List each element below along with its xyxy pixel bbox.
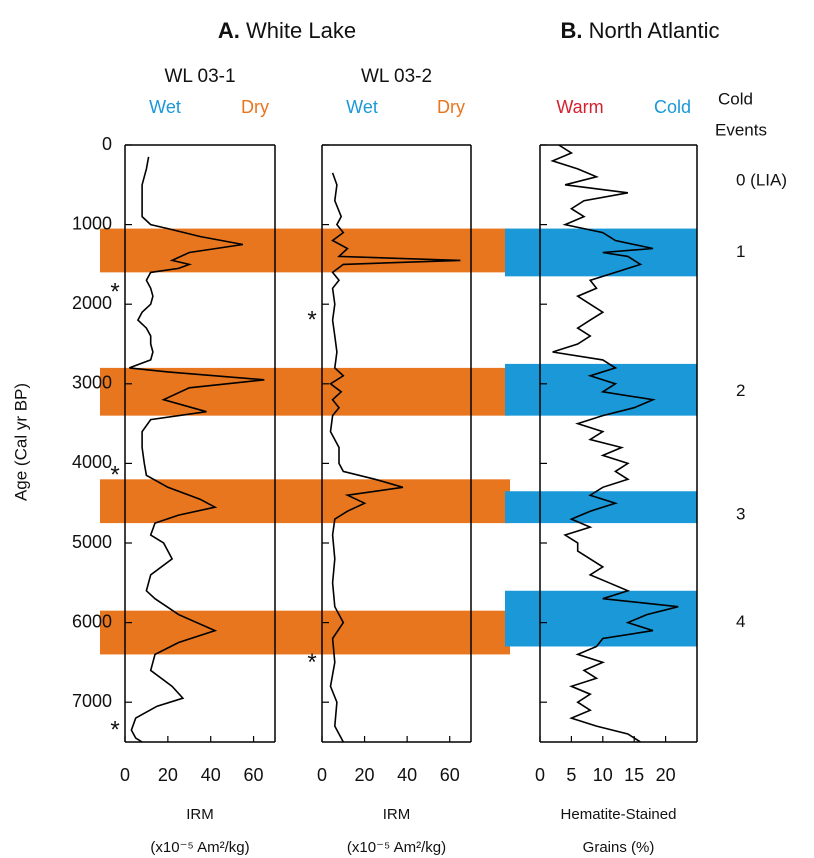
date-marker: * xyxy=(110,279,119,306)
left-label: Wet xyxy=(346,97,378,117)
y-tick-label: 2000 xyxy=(72,293,112,313)
x-axis-label: IRM xyxy=(383,806,411,823)
left-label: Wet xyxy=(149,97,181,117)
event-band xyxy=(100,610,510,655)
x-axis-unit: Grains (%) xyxy=(583,839,655,856)
title-letter: B. xyxy=(561,18,583,43)
event-band xyxy=(100,367,510,416)
panel-title: WL 03-2 xyxy=(361,66,432,87)
right-label: Cold xyxy=(654,97,691,117)
x-tick-label: 60 xyxy=(440,765,460,785)
event-band xyxy=(100,228,510,273)
x-tick-label: 40 xyxy=(201,765,221,785)
date-marker: * xyxy=(110,716,119,743)
x-axis-unit: (x10⁻⁵ Am²/kg) xyxy=(150,839,249,856)
y-tick-label: 7000 xyxy=(72,691,112,711)
x-tick-label: 0 xyxy=(535,765,545,785)
x-tick-label: 20 xyxy=(355,765,375,785)
x-tick-label: 20 xyxy=(656,765,676,785)
event-band xyxy=(505,228,697,277)
event-label: 1 xyxy=(736,242,745,261)
y-tick-label: 0 xyxy=(102,134,112,154)
title-text: White Lake xyxy=(246,18,356,43)
event-label: 3 xyxy=(736,505,745,524)
y-tick-label: 3000 xyxy=(72,373,112,393)
x-tick-label: 60 xyxy=(244,765,264,785)
y-tick-label: 6000 xyxy=(72,611,112,631)
data-line xyxy=(550,144,679,743)
title-text: North Atlantic xyxy=(589,18,720,43)
event-label: 4 xyxy=(736,612,745,631)
x-axis-label: IRM xyxy=(186,806,214,823)
data-line xyxy=(329,172,461,743)
y-tick-label: 5000 xyxy=(72,532,112,552)
panel-title: WL 03-1 xyxy=(164,66,235,87)
events-title: Cold xyxy=(718,89,753,108)
x-tick-label: 40 xyxy=(397,765,417,785)
right-label: Dry xyxy=(437,97,465,117)
right-group-title: B. North Atlantic xyxy=(561,18,720,43)
y-tick-label: 1000 xyxy=(72,213,112,233)
date-marker: * xyxy=(110,462,119,489)
date-marker: * xyxy=(307,649,316,676)
data-line xyxy=(129,156,265,743)
x-tick-label: 5 xyxy=(566,765,576,785)
y-tick-label: 4000 xyxy=(72,452,112,472)
date-marker: * xyxy=(307,306,316,333)
event-band xyxy=(505,590,697,647)
x-tick-label: 10 xyxy=(593,765,613,785)
left-group-title: A. White Lake xyxy=(218,18,356,43)
x-axis-label: Hematite-Stained xyxy=(561,806,677,823)
event-label: 2 xyxy=(736,381,745,400)
events-title: Events xyxy=(715,120,767,139)
x-tick-label: 0 xyxy=(317,765,327,785)
title-letter: A. xyxy=(218,18,240,43)
event-band xyxy=(100,479,510,524)
x-tick-label: 15 xyxy=(624,765,644,785)
right-label: Dry xyxy=(241,97,269,117)
left-label: Warm xyxy=(556,97,603,117)
x-axis-unit: (x10⁻⁵ Am²/kg) xyxy=(347,839,446,856)
x-tick-label: 20 xyxy=(158,765,178,785)
x-tick-label: 0 xyxy=(120,765,130,785)
event-label: 0 (LIA) xyxy=(736,170,787,189)
y-axis-label: Age (Cal yr BP) xyxy=(11,383,30,501)
